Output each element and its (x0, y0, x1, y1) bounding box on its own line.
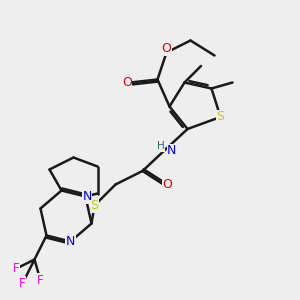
Text: N: N (167, 144, 177, 158)
Text: H: H (157, 141, 165, 151)
Text: O: O (122, 76, 132, 89)
Text: F: F (13, 262, 20, 275)
Text: O: O (162, 178, 172, 191)
Text: O: O (162, 42, 171, 56)
Text: N: N (66, 235, 75, 248)
Text: S: S (91, 199, 98, 212)
Text: S: S (217, 110, 224, 124)
Text: N: N (82, 190, 92, 203)
Text: F: F (19, 277, 26, 290)
Text: F: F (37, 274, 44, 287)
